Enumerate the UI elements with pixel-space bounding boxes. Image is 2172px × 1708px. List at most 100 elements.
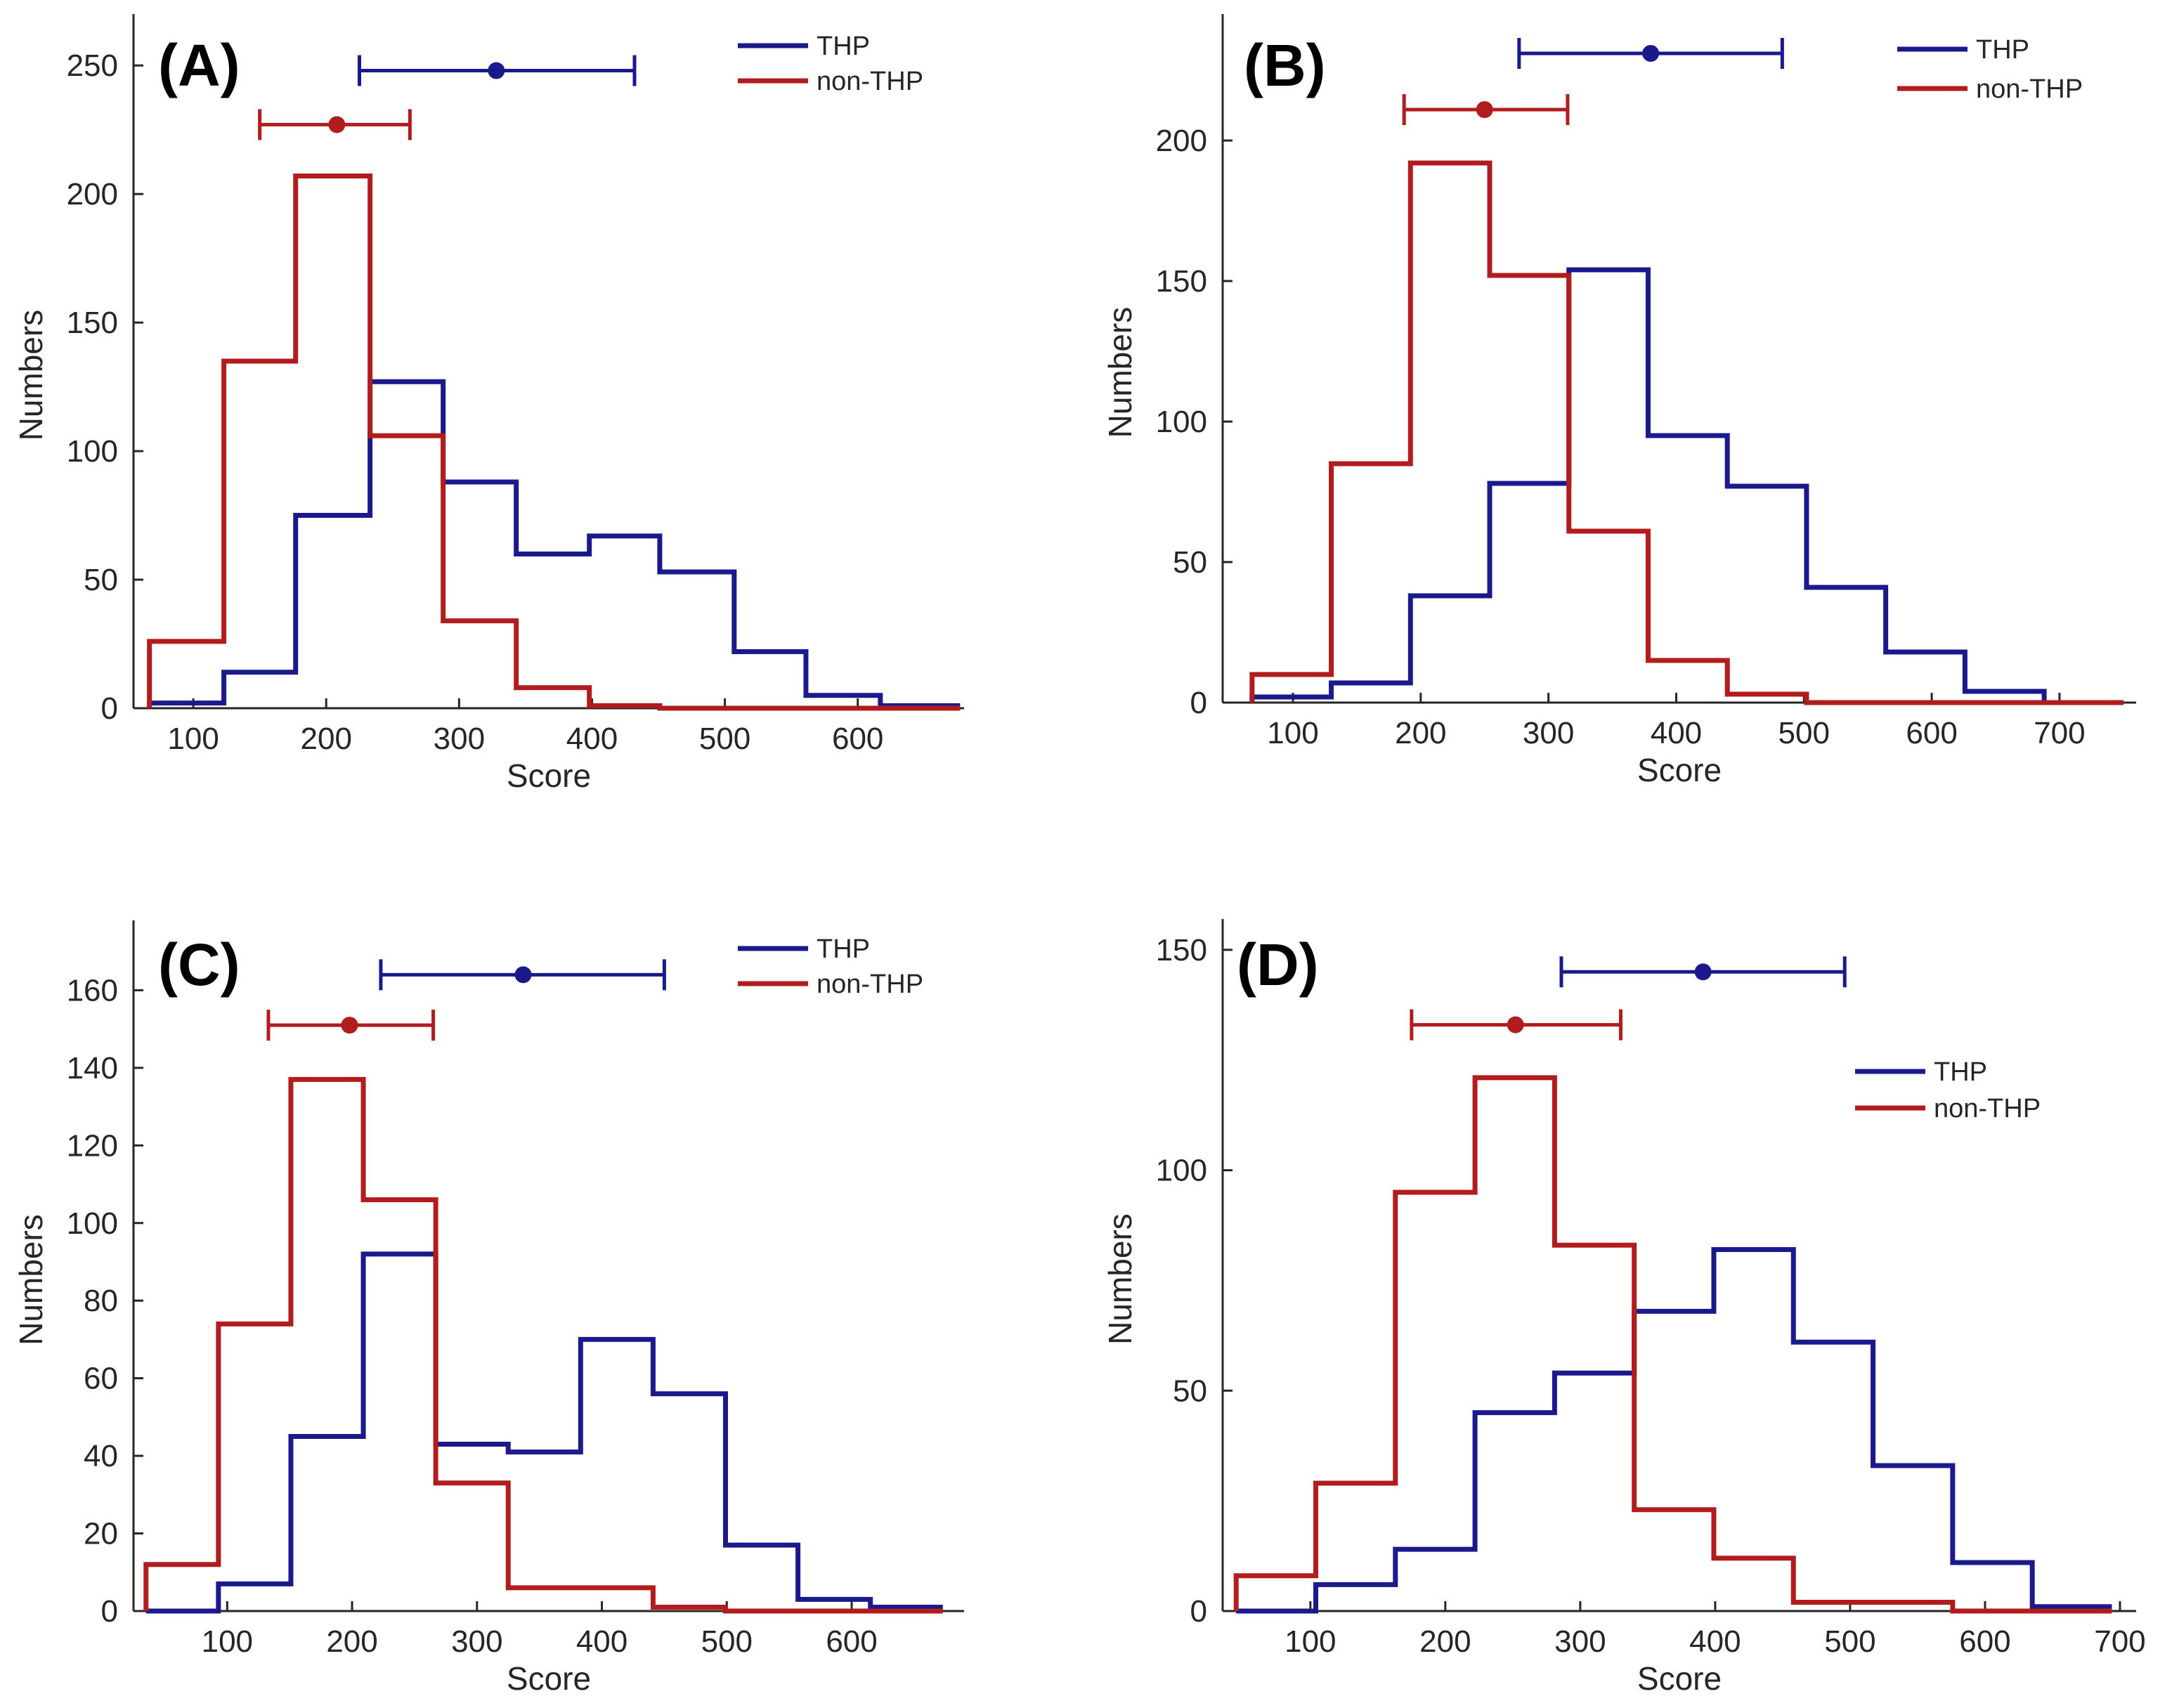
errorbar-mean-marker: [514, 966, 532, 984]
y-tick-label: 0: [101, 1594, 118, 1629]
y-tick-label: 200: [67, 177, 118, 211]
x-tick-label: 300: [434, 722, 485, 756]
histogram-thp: [1236, 1247, 2112, 1614]
legend-label: THP: [1976, 35, 2029, 65]
histogram-non-thp: [1249, 160, 2124, 705]
legend: THP non-THP: [1855, 1057, 2041, 1123]
histogram-non-thp: [147, 174, 961, 711]
y-tick-label: 150: [67, 306, 118, 340]
x-tick-label: 200: [1395, 716, 1446, 750]
panel-a: 100 200 300 400 500 600 0 50 100 150 200 250 Score Nu…: [13, 14, 964, 794]
legend-label: non-THP: [1976, 74, 2083, 104]
legend: THP non-THP: [738, 32, 923, 96]
x-tick-label: 500: [1778, 716, 1830, 750]
panel-label: (A): [158, 32, 240, 98]
y-tick-label: 0: [1190, 1594, 1207, 1629]
panel-label: (D): [1237, 932, 1319, 998]
x-tick-label: 500: [699, 722, 750, 756]
y-axis-title: Numbers: [1102, 1213, 1138, 1345]
x-tick-label: 300: [451, 1624, 502, 1659]
x-tick-label: 600: [826, 1624, 877, 1659]
y-tick-label: 120: [67, 1128, 118, 1163]
x-tick-label: 400: [1689, 1624, 1741, 1659]
legend-label: non-THP: [1934, 1094, 2041, 1123]
legend-label: THP: [817, 32, 870, 61]
y-tick-label: 100: [1156, 1154, 1207, 1188]
errorbar-thp: [1559, 956, 1847, 988]
x-axis-title: Score: [507, 757, 591, 794]
panel-b: 100 200 300 400 500 600 700 0 50 100 150 200 Score Nu…: [1102, 14, 2136, 788]
panel-c: 100 200 300 400 500 600 0 20 40 60 80 100 120 140 160 S…: [13, 920, 964, 1697]
legend-label: THP: [817, 934, 870, 964]
y-tick-label: 60: [84, 1362, 118, 1396]
errorbar-mean-marker: [488, 62, 505, 79]
y-tick-label: 0: [101, 691, 118, 726]
errorbar-mean-marker: [341, 1017, 358, 1034]
y-tick-label: 100: [1156, 405, 1207, 439]
x-tick-label: 500: [1824, 1624, 1875, 1659]
y-tick-label: 50: [84, 563, 118, 597]
x-tick-label: 600: [1959, 1624, 2010, 1659]
errorbar-non-thp: [1410, 1009, 1623, 1041]
y-axis-title: Numbers: [13, 310, 49, 441]
x-tick-label: 700: [2094, 1624, 2145, 1659]
errorbar-mean-marker: [1507, 1016, 1524, 1034]
y-tick-label: 250: [67, 48, 118, 83]
x-tick-label: 400: [566, 722, 618, 756]
y-tick-label: 200: [1156, 124, 1207, 158]
panel-d: 100 200 300 400 500 600 700 0 50 100 150 Score Numbe…: [1102, 919, 2146, 1697]
x-tick-label: 100: [202, 1624, 253, 1659]
legend: THP non-THP: [1897, 35, 2083, 104]
y-tick-label: 100: [67, 434, 118, 469]
errorbar-mean-marker: [1476, 101, 1493, 118]
panel-label: (B): [1244, 32, 1326, 98]
errorbar-thp: [1517, 38, 1784, 69]
errorbar-non-thp: [266, 1010, 436, 1041]
histogram-thp: [1249, 267, 2124, 705]
y-tick-label: 160: [67, 973, 118, 1008]
y-tick-label: 0: [1190, 686, 1207, 720]
histogram-thp: [145, 1251, 943, 1614]
errorbar-mean-marker: [1694, 963, 1712, 981]
x-axis-title: Score: [1637, 1660, 1722, 1697]
x-tick-label: 100: [1285, 1624, 1336, 1659]
x-tick-label: 100: [167, 722, 219, 756]
y-tick-label: 50: [1173, 1374, 1207, 1408]
panel-label: (C): [158, 932, 240, 998]
x-tick-label: 400: [1651, 716, 1702, 750]
x-axis-title: Score: [507, 1660, 591, 1697]
legend-label: THP: [1934, 1057, 1987, 1087]
errorbar-thp: [379, 959, 666, 991]
errorbar-thp: [358, 55, 637, 86]
y-tick-label: 140: [67, 1051, 118, 1086]
x-tick-label: 700: [2034, 716, 2085, 750]
x-tick-label: 600: [1906, 716, 1957, 750]
histogram-non-thp: [1233, 1075, 2112, 1614]
errorbar-mean-marker: [328, 116, 346, 133]
x-tick-label: 200: [326, 1624, 377, 1659]
y-tick-label: 150: [1156, 933, 1207, 967]
x-axis-title: Score: [1637, 752, 1722, 788]
histogram-thp: [147, 379, 961, 708]
y-axis-title: Numbers: [1102, 307, 1138, 438]
x-tick-label: 600: [832, 722, 883, 756]
y-axis-title: Numbers: [13, 1214, 49, 1345]
y-tick-label: 40: [84, 1439, 118, 1473]
y-tick-label: 50: [1173, 545, 1207, 580]
x-tick-label: 100: [1267, 716, 1318, 750]
legend-label: non-THP: [817, 67, 923, 96]
x-tick-label: 500: [701, 1624, 753, 1659]
y-tick-label: 100: [67, 1206, 118, 1241]
x-tick-label: 200: [301, 722, 352, 756]
x-tick-label: 300: [1554, 1624, 1606, 1659]
y-tick-label: 80: [84, 1284, 118, 1318]
y-tick-label: 20: [84, 1517, 118, 1551]
x-tick-label: 200: [1419, 1624, 1471, 1659]
errorbar-non-thp: [258, 109, 412, 141]
errorbar-mean-marker: [1642, 45, 1660, 62]
legend-label: non-THP: [817, 970, 923, 999]
legend: THP non-THP: [738, 934, 923, 999]
histogram-non-thp: [143, 1076, 943, 1614]
